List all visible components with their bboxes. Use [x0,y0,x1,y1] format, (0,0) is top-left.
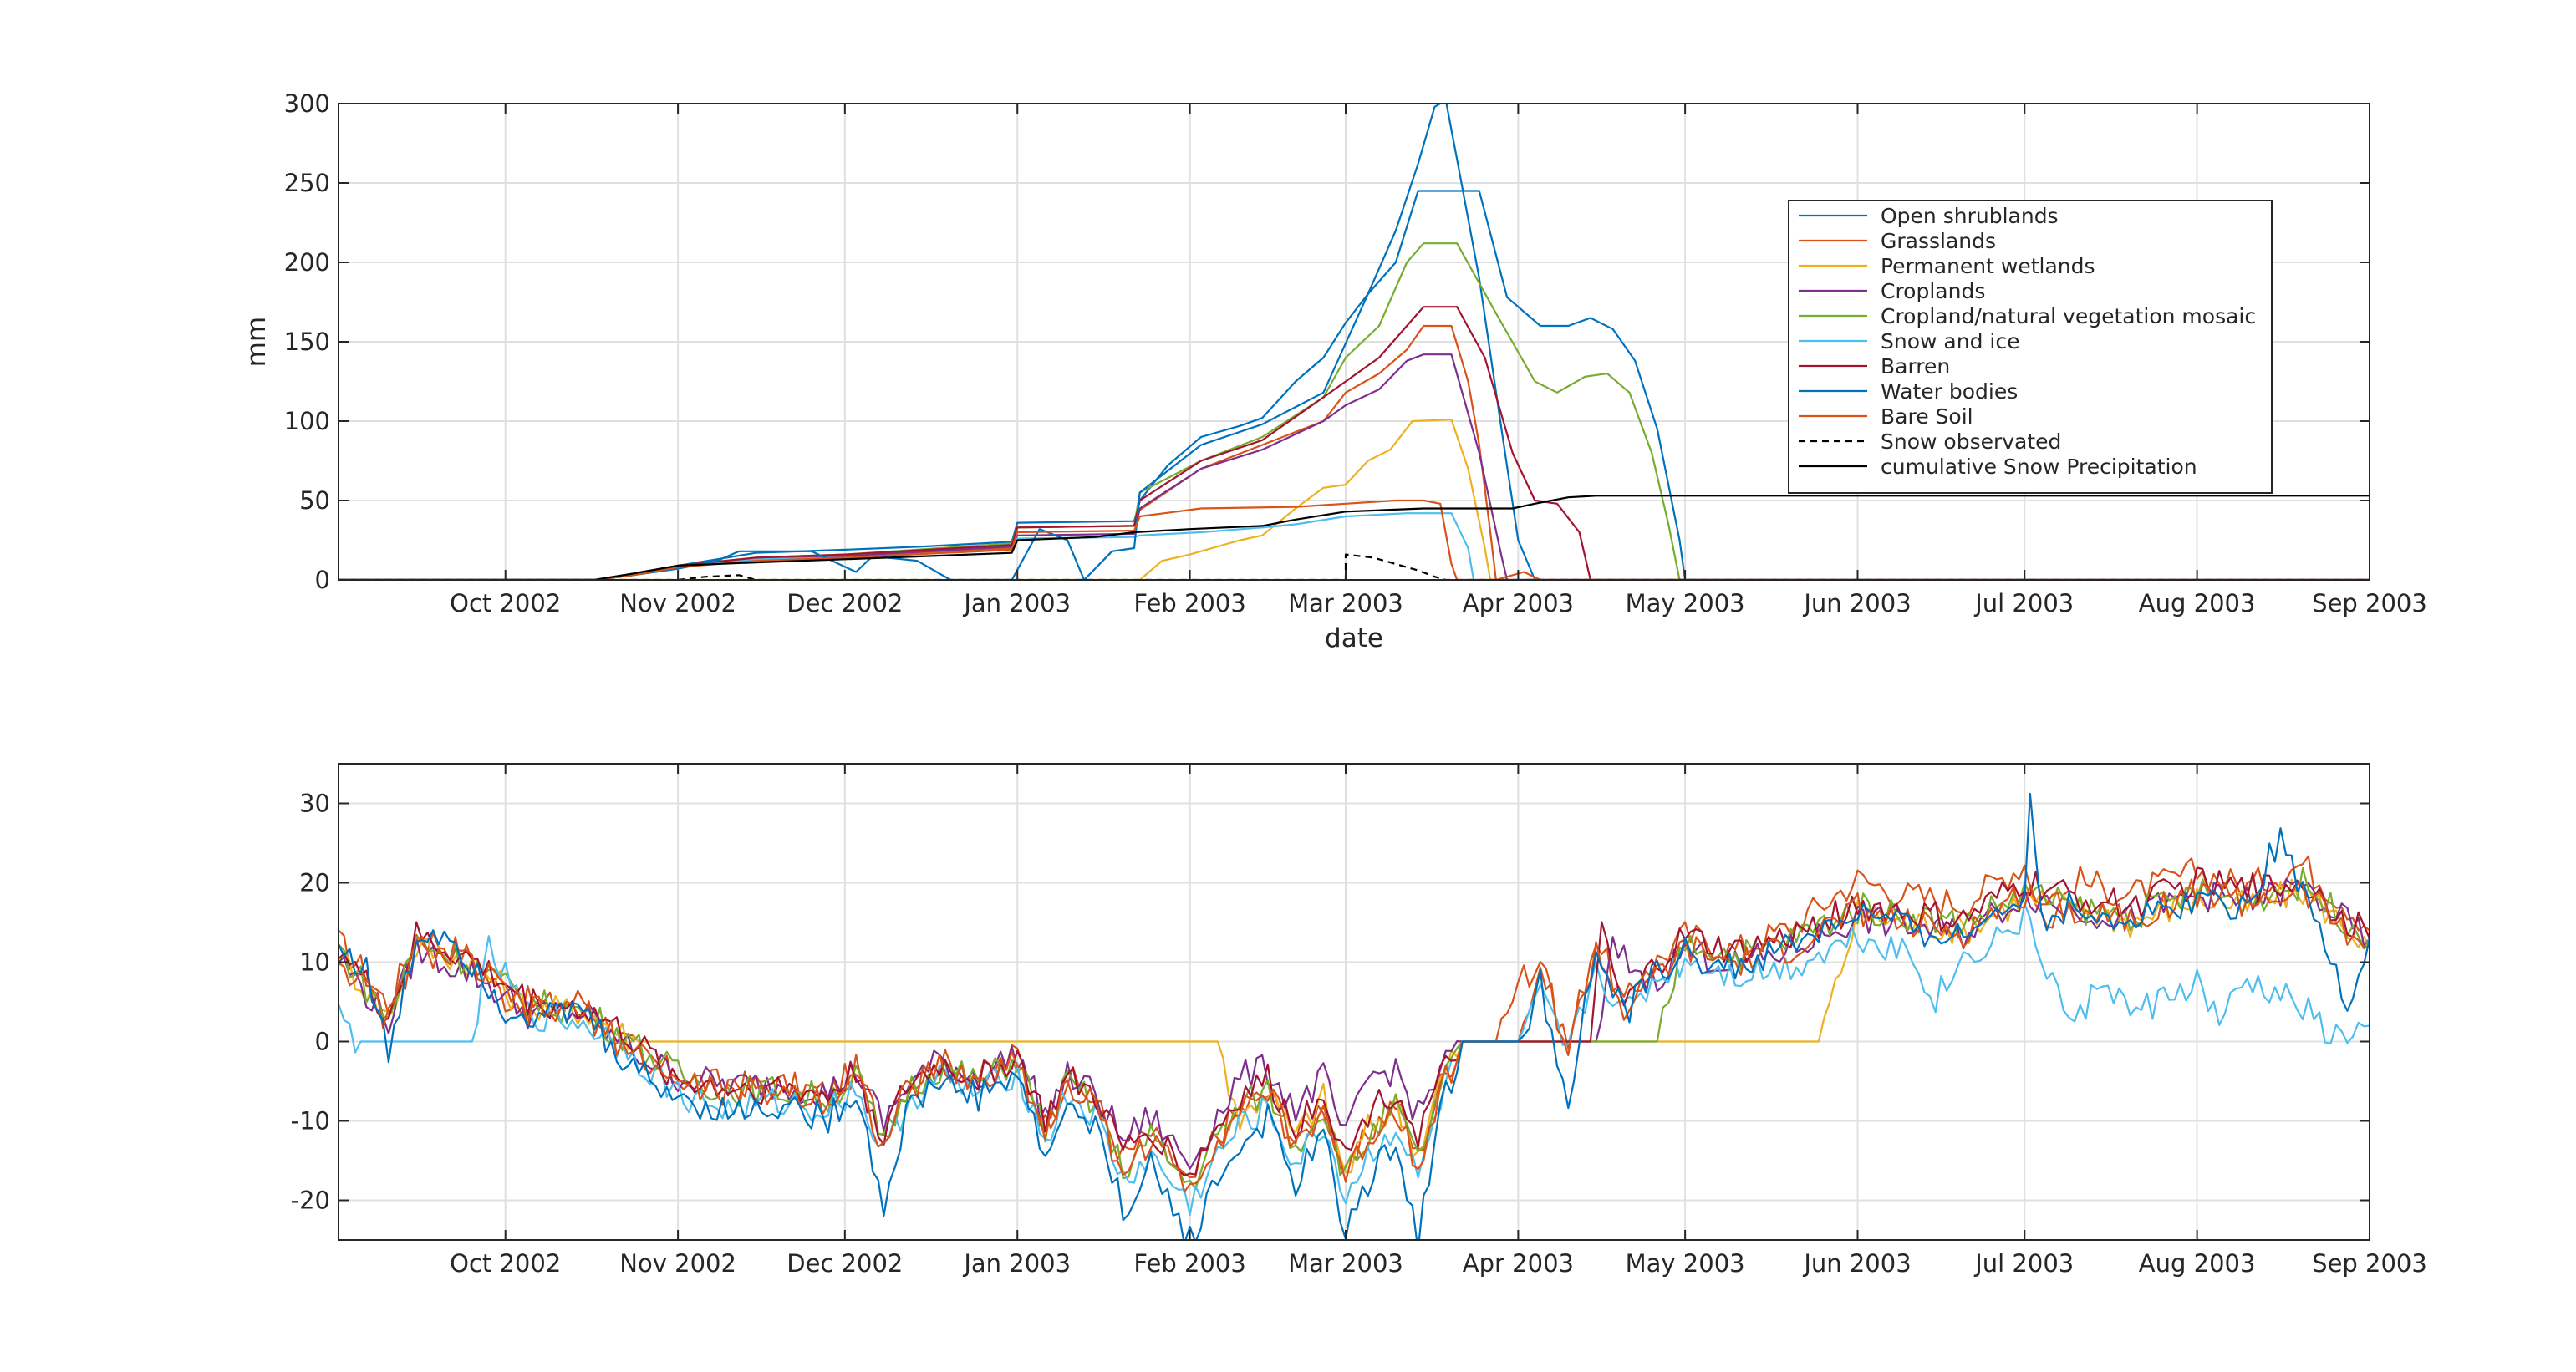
chart1-x-tick-label: Aug 2003 [2139,1249,2256,1278]
chart1-x-tick-label: Jul 2003 [1973,1249,2074,1278]
chart0-x-tick-label: Oct 2002 [450,589,561,617]
chart1-y-tick-label: -10 [291,1107,330,1136]
chart0-x-tick-label: Aug 2003 [2139,589,2256,617]
chart1-series-line-5 [339,866,2370,1176]
chart1-y-tick-label: 30 [299,790,330,818]
chart0-series-line-snow-observated [339,553,2370,580]
chart0-y-tick-label: 0 [315,566,330,594]
legend-entry: Water bodies [1881,379,2018,404]
chart0-x-tick-label: Sep 2003 [2312,589,2427,617]
legend-entry: Permanent wetlands [1881,254,2095,278]
chart1-y-tick-label: 0 [315,1028,330,1056]
snow-water-equivalent-axes: Oct 2002 Nov 2002 Dec 2002 Jan 2003 Feb 2003… [242,89,2427,653]
legend-entry: Croplands [1881,279,1985,303]
legend-entry: cumulative Snow Precipitation [1881,455,2197,479]
chart1-y-tick-label: 10 [299,948,330,977]
legend-entry: Grasslands [1881,229,1996,253]
chart0-y-axis-label: mm [242,317,272,367]
chart1-x-tick-label: May 2003 [1626,1249,1745,1278]
chart0-series-line-barren [339,306,2370,580]
chart1-y-tick-label: 20 [299,869,330,897]
chart1-x-tick-label: Mar 2003 [1288,1249,1403,1278]
chart0-series-line-permanent-wetlands [339,419,2370,580]
chart1-y-tick-label: -20 [291,1187,330,1215]
chart1-x-tick-label: Dec 2002 [787,1249,903,1278]
chart0-x-axis-label: date [1325,623,1383,653]
legend-entry: Snow and ice [1881,329,2019,353]
chart0-y-tick-label: 250 [284,169,330,197]
chart1-x-tick-label: Oct 2002 [450,1249,561,1278]
chart1-x-tick-label: Apr 2003 [1463,1249,1574,1278]
chart0-x-tick-label: Feb 2003 [1133,589,1245,617]
chart0-x-tick-label: Nov 2002 [619,589,736,617]
chart1-series-line-6 [339,878,2370,1193]
chart1-x-tick-label: Feb 2003 [1133,1249,1245,1278]
chart0-x-tick-label: Jun 2003 [1802,589,1911,617]
chart1-axes-box [338,763,2370,1241]
chart0-x-tick-label: Dec 2002 [787,589,903,617]
chart1-series-line-4 [339,902,2370,1216]
chart0-series-line-cumulative-snow-precipitation [339,495,2370,580]
legend-entry: Snow observated [1881,429,2061,454]
chart0-x-tick-label: Mar 2003 [1288,589,1403,617]
chart0-y-tick-label: 50 [299,486,330,515]
chart1-x-tick-label: Sep 2003 [2312,1249,2427,1278]
legend-box [1788,200,2273,494]
legend-entry: Bare Soil [1881,404,1973,429]
chart0-y-tick-label: 200 [284,248,330,277]
legend-entry: Open shrublands [1881,204,2059,228]
chart1-x-tick-label: Jun 2003 [1802,1249,1911,1278]
chart0-series-line-water-bodies [339,190,2370,580]
chart1-series-line-2 [339,878,2370,1170]
chart0-series-group [339,104,2370,580]
chart0-y-tick-label: 300 [284,89,330,118]
chart1-x-tick-label: Jan 2003 [962,1249,1071,1278]
chart0-y-tick-label: 100 [284,407,330,435]
chart0-x-tick-label: Jul 2003 [1973,589,2074,617]
chart0-series-line-open-shrublands [339,104,2370,580]
chart1-x-tick-label: Nov 2002 [619,1249,736,1278]
chart1-series-group [339,792,2370,1240]
chart1-series-line-7 [339,792,2370,1240]
legend-entry: Barren [1881,354,1950,379]
chart0-x-tick-label: Apr 2003 [1463,589,1574,617]
temperature-axes: Oct 2002 Nov 2002 Dec 2002 Jan 2003 Feb 2003… [291,763,2427,1278]
chart0-y-tick-label: 150 [284,328,330,356]
chart0-x-tick-label: May 2003 [1626,589,1745,617]
legend-entry: Cropland/natural vegetation mosaic [1881,304,2256,328]
chart0-x-tick-label: Jan 2003 [962,589,1071,617]
